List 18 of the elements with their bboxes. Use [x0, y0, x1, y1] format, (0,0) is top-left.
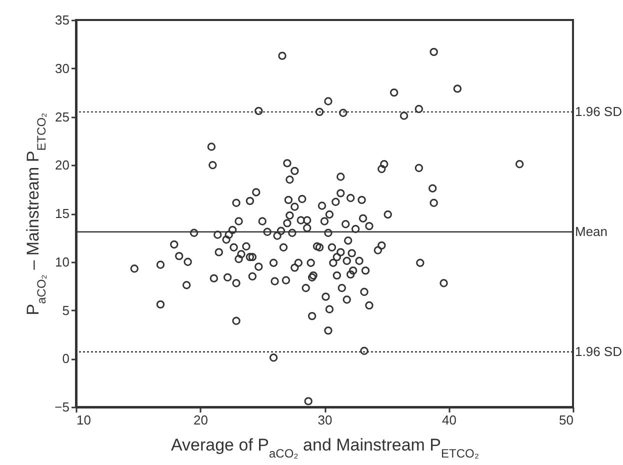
x-tick-label: 50	[559, 412, 574, 428]
x-axis-title: Average of P$_{aCO₂}$ and Mainstream P$_{ETCO₂}$	[170, 436, 480, 460]
ref-line-label: 1.96 SD	[575, 104, 622, 119]
x-tick-label: 20	[194, 412, 208, 428]
x-tick-label: 30	[318, 412, 332, 428]
x-tick-label: 10	[76, 412, 91, 428]
y-tick-label: 15	[55, 206, 70, 221]
y-tick-label: 20	[55, 158, 70, 173]
x-tick-label: 40	[442, 412, 456, 428]
y-tick-label: 10	[55, 254, 70, 270]
y-tick-label: 25	[55, 109, 70, 124]
ref-line-label: 1.96 SD	[575, 344, 622, 359]
y-tick-label: 30	[55, 60, 70, 76]
y-tick-label: 35	[55, 12, 70, 28]
ref-line-label: Mean	[575, 224, 608, 239]
y-tick-label: −5	[54, 400, 70, 414]
y-tick-label: 0	[62, 351, 70, 366]
y-tick-label: 5	[62, 302, 70, 318]
